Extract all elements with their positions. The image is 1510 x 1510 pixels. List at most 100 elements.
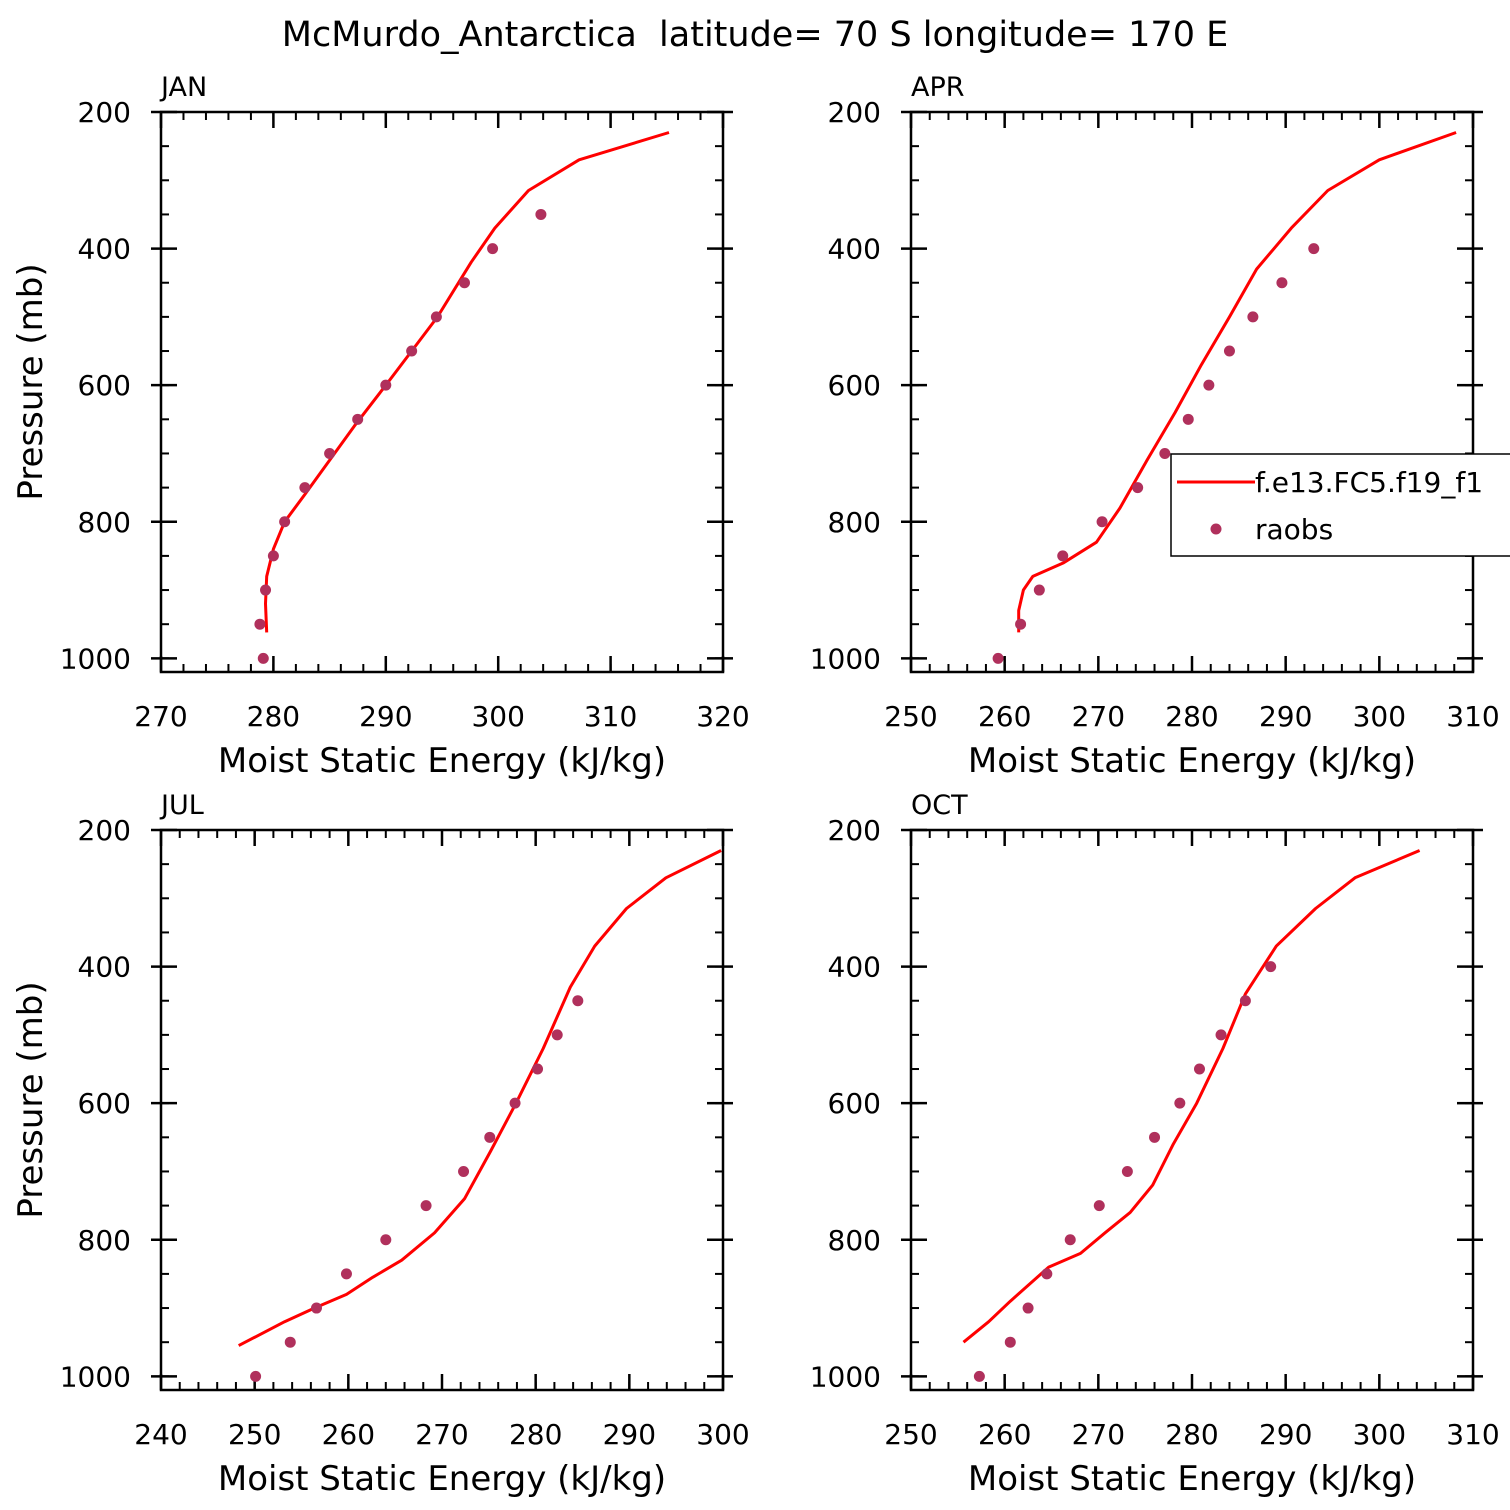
raobs-point (430, 311, 442, 323)
x-tick-label: 300 (696, 1418, 749, 1451)
x-tick-label: 310 (1446, 1418, 1499, 1451)
y-tick-label: 1000 (810, 642, 881, 675)
raobs-point (1276, 277, 1288, 289)
raobs-point (458, 277, 470, 289)
raobs-point (340, 1268, 352, 1280)
raobs-point (1096, 516, 1108, 528)
plot-frame (909, 828, 1475, 1392)
y-tick-label: 1000 (60, 642, 131, 675)
y-tick-label: 400 (78, 233, 131, 266)
y-tick-label: 200 (78, 96, 131, 129)
raobs-point (1033, 584, 1045, 596)
y-tick-label: 600 (78, 1087, 131, 1120)
raobs-point (380, 379, 392, 391)
raobs-point (551, 1029, 563, 1041)
raobs-point (420, 1200, 432, 1212)
x-tick-label: 300 (1353, 700, 1406, 733)
raobs-point (1015, 618, 1027, 630)
panel-jul: 240 250 260 270 280 290 300 200 400 600 800 1000 JUL… (11, 790, 750, 1499)
x-axis-label: Moist Static Energy (kJ/kg) (218, 741, 666, 781)
y-tick-label: 400 (828, 233, 881, 266)
raobs-point (1308, 243, 1320, 255)
x-tick-label: 240 (134, 1418, 187, 1451)
x-tick-label: 260 (978, 700, 1031, 733)
x-tick-label: 260 (978, 1418, 1031, 1451)
y-tick-label: 800 (78, 1224, 131, 1257)
raobs-point (1004, 1336, 1016, 1348)
raobs-point (1149, 1131, 1161, 1143)
x-tick-label: 290 (1259, 700, 1312, 733)
raobs-point (254, 618, 266, 630)
raobs-point (572, 995, 584, 1007)
raobs-point (1215, 1029, 1227, 1041)
raobs-point (284, 1336, 296, 1348)
y-tick-label: 200 (828, 814, 881, 847)
x-tick-label: 290 (359, 700, 412, 733)
raobs-point (487, 243, 499, 255)
panel-label: JUL (159, 790, 204, 821)
y-tick-label: 400 (78, 951, 131, 984)
x-axis-label: Moist Static Energy (kJ/kg) (218, 1459, 666, 1499)
y-tick-label: 800 (828, 506, 881, 539)
x-axis-label: Moist Static Energy (kJ/kg) (968, 1459, 1416, 1499)
panel-apr: 250 260 270 280 290 300 310 200 400 600 800 1000 APR… (810, 72, 1500, 781)
raobs-point (484, 1131, 496, 1143)
raobs-point (310, 1302, 322, 1314)
raobs-point (1022, 1302, 1034, 1314)
x-tick-label: 280 (247, 700, 300, 733)
y-tick-label: 600 (78, 369, 131, 402)
raobs-point (1203, 379, 1215, 391)
raobs-point (250, 1370, 262, 1382)
x-tick-label: 270 (134, 700, 187, 733)
y-axis-label: Pressure (mb) (11, 981, 51, 1218)
raobs-point (1093, 1200, 1105, 1212)
raobs-point (1239, 995, 1251, 1007)
model-series-line (962, 849, 1421, 1344)
x-tick-label: 300 (471, 700, 524, 733)
y-tick-label: 600 (828, 1087, 881, 1120)
raobs-point (1132, 482, 1144, 494)
y-tick-label: 200 (78, 814, 131, 847)
raobs-point (352, 413, 364, 425)
model-series-line (238, 849, 722, 1347)
model-series-line (1017, 131, 1457, 633)
x-tick-label: 250 (884, 1418, 937, 1451)
raobs-point (535, 208, 547, 220)
raobs-point (257, 652, 269, 664)
raobs-point (1247, 311, 1259, 323)
raobs-point (1193, 1063, 1205, 1075)
raobs-point (1182, 413, 1194, 425)
x-tick-label: 290 (603, 1418, 656, 1451)
x-tick-label: 310 (1446, 700, 1499, 733)
y-tick-label: 1000 (810, 1360, 881, 1393)
y-tick-label: 600 (828, 369, 881, 402)
legend-obs-label: raobs (1255, 513, 1333, 546)
x-tick-label: 280 (509, 1418, 562, 1451)
panel-label: OCT (911, 790, 968, 821)
raobs-point (532, 1063, 544, 1075)
y-axis-label: Pressure (mb) (11, 263, 51, 500)
raobs-point (267, 550, 279, 562)
raobs-point (406, 345, 418, 357)
y-tick-label: 800 (828, 1224, 881, 1257)
y-tick-label: 800 (78, 506, 131, 539)
raobs-point (380, 1234, 392, 1246)
x-tick-label: 270 (1072, 1418, 1125, 1451)
raobs-point (1174, 1097, 1186, 1109)
legend-model-label: f.e13.FC5.f19_f1 (1255, 466, 1483, 499)
x-tick-label: 280 (1165, 1418, 1218, 1451)
plot-frame (159, 110, 725, 674)
x-tick-label: 270 (415, 1418, 468, 1451)
y-tick-label: 200 (828, 96, 881, 129)
x-tick-label: 310 (584, 700, 637, 733)
x-tick-label: 300 (1353, 1418, 1406, 1451)
figure-title: McMurdo_Antarctica latitude= 70 S longit… (282, 15, 1228, 55)
x-tick-label: 260 (322, 1418, 375, 1451)
raobs-point (1041, 1268, 1053, 1280)
raobs-point (260, 584, 272, 596)
raobs-point (279, 516, 291, 528)
x-tick-label: 320 (696, 700, 749, 733)
panel-label: JAN (159, 72, 207, 103)
legend-obs-swatch (1210, 523, 1222, 535)
